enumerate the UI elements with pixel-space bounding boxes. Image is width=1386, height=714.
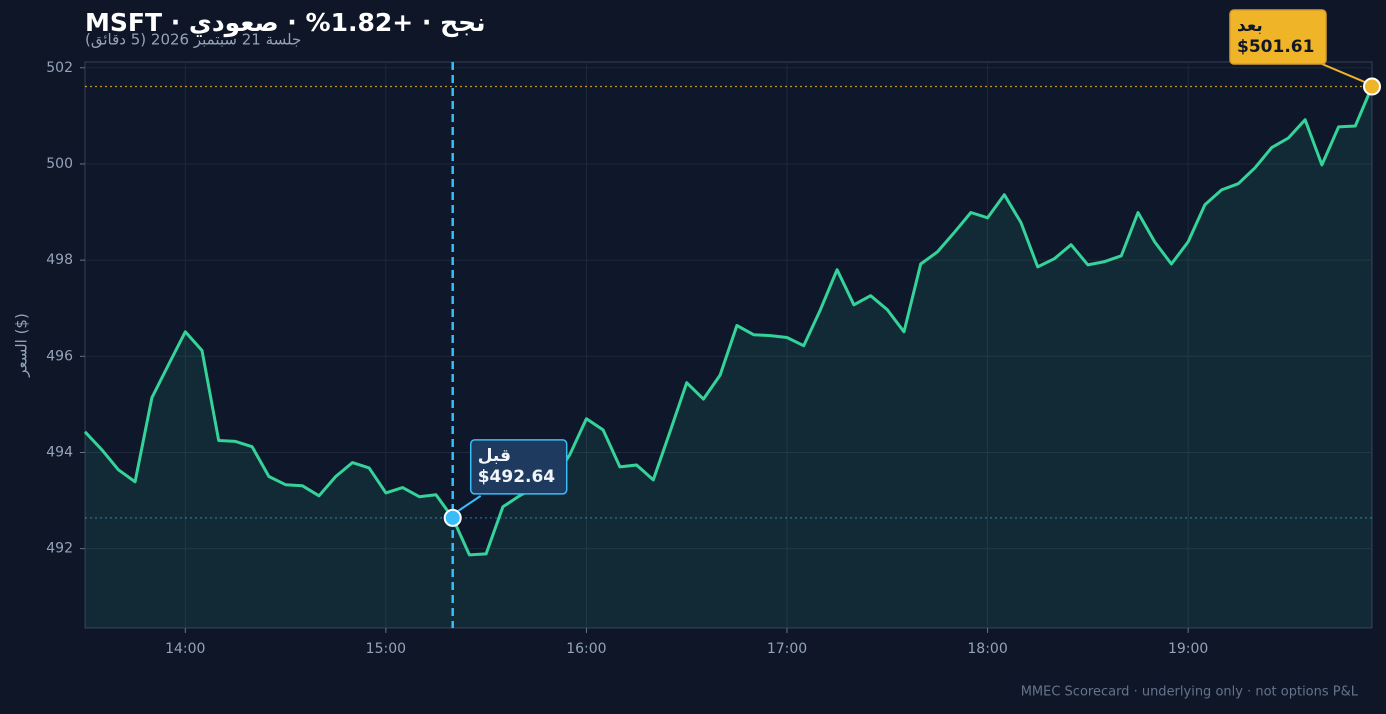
- marker-point: [1363, 77, 1381, 96]
- y-tick-label: 500: [46, 156, 73, 172]
- x-tick-label: 16:00: [566, 641, 606, 657]
- callout-value: $501.61: [1237, 37, 1314, 57]
- marker-point: [443, 508, 462, 527]
- chart-title: MSFT · نجح · +1.82% · صعودي: [85, 8, 486, 38]
- callout-box: [1229, 9, 1327, 65]
- y-tick-label: 494: [46, 444, 73, 460]
- y-tick-label: 498: [46, 252, 73, 268]
- y-tick-label: 496: [46, 348, 73, 364]
- x-tick-label: 14:00: [165, 641, 205, 657]
- x-tick-label: 18:00: [967, 641, 1007, 657]
- plot-area: [84, 61, 1373, 629]
- price-line: [83, 85, 1374, 557]
- y-tick-label: 492: [46, 541, 73, 557]
- chart-subtitle: جلسة 21 سبتمبر 2026 (5 دقائق): [85, 31, 301, 49]
- area-fill: [85, 86, 1372, 628]
- footer: MMEC Scorecard · underlying only · not o…: [1021, 685, 1359, 700]
- callout-value: $492.64: [478, 467, 556, 487]
- callout-label: قبل: [478, 446, 511, 466]
- x-tick-label: 15:00: [366, 641, 406, 657]
- callout-arrow: [456, 495, 482, 513]
- callout-label: بعد: [1237, 16, 1263, 36]
- y-tick-label: 502: [46, 60, 73, 76]
- x-tick-label: 19:00: [1168, 641, 1208, 657]
- callout-arrow: [1321, 63, 1367, 84]
- y-axis-label: السعر ($): [13, 313, 31, 378]
- x-tick-label: 17:00: [767, 641, 807, 657]
- callout-box: [469, 439, 568, 495]
